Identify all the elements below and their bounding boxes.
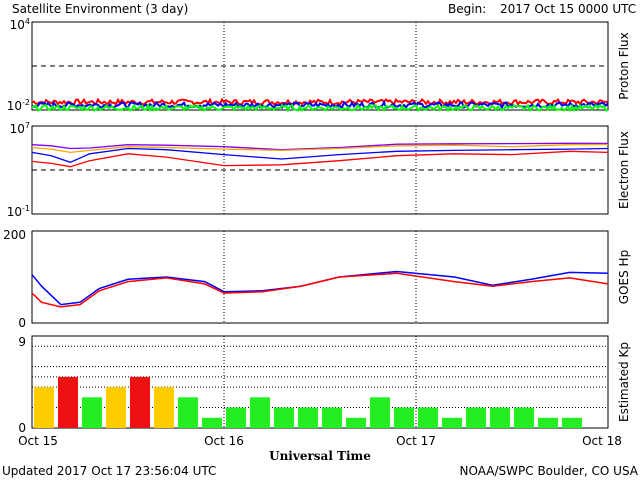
kp-bar xyxy=(274,407,294,428)
kp-bar xyxy=(346,417,366,428)
proton-series-green xyxy=(31,102,608,113)
begin-label: Begin: xyxy=(448,2,486,16)
kp-ytick-bottom: 0 xyxy=(18,421,26,435)
electron-series-orange xyxy=(31,143,609,154)
kp-ylabel: Estimated Kp xyxy=(617,342,631,422)
kp-bar xyxy=(154,387,174,428)
proton-ytick-bottom: 10-2 xyxy=(7,98,30,113)
kp-bar xyxy=(538,417,558,428)
kp-bar xyxy=(418,407,438,428)
proton-ylabel: Proton Flux xyxy=(617,32,631,99)
kp-panel xyxy=(31,335,609,429)
kp-bar xyxy=(466,407,486,428)
kp-bar xyxy=(130,376,150,428)
kp-bar xyxy=(250,397,270,428)
xtick-oct16: Oct 16 xyxy=(204,434,244,448)
kp-bar xyxy=(58,376,78,428)
kp-bar xyxy=(490,407,510,428)
proton-ytick-top: 104 xyxy=(10,17,30,32)
electron-series-purple xyxy=(31,142,609,151)
kp-bar xyxy=(394,407,414,428)
electron-series-red xyxy=(31,150,609,168)
xtick-oct18: Oct 18 xyxy=(582,434,622,448)
kp-bar xyxy=(178,397,198,428)
electron-ylabel: Electron Flux xyxy=(617,131,631,209)
kp-bar xyxy=(442,417,462,428)
proton-series-red xyxy=(31,97,609,107)
updated-timestamp: Updated 2017 Oct 17 23:56:04 UTC xyxy=(2,464,216,478)
goes-hp-panel xyxy=(31,230,609,324)
kp-bar xyxy=(322,407,342,428)
kp-bar xyxy=(202,417,222,428)
kp-bar xyxy=(226,407,246,428)
xtick-oct17: Oct 17 xyxy=(396,434,436,448)
kp-bar xyxy=(106,387,126,428)
electron-ytick-bottom: 10-1 xyxy=(7,204,30,219)
goes-hp-series-red xyxy=(31,272,609,308)
goes-ytick-top: 200 xyxy=(3,228,26,242)
electron-ytick-top: 107 xyxy=(10,121,30,136)
kp-ytick-top: 9 xyxy=(18,335,26,349)
begin-value: 2017 Oct 15 0000 UTC xyxy=(500,2,636,16)
electron-series-blue xyxy=(31,147,609,163)
xtick-oct15: Oct 15 xyxy=(18,434,58,448)
kp-bar xyxy=(298,407,318,428)
kp-bar xyxy=(34,387,54,428)
goes-ytick-bottom: 0 xyxy=(18,316,26,330)
kp-bar xyxy=(82,397,102,428)
goes-hp-series-blue xyxy=(31,270,609,306)
credit-text: NOAA/SWPC Boulder, CO USA xyxy=(460,464,639,478)
goes-hp-ylabel: GOES Hp xyxy=(617,250,631,304)
x-axis-label: Universal Time xyxy=(269,449,371,463)
kp-bar xyxy=(514,407,534,428)
chart-title: Satellite Environment (3 day) xyxy=(12,2,188,16)
kp-bar xyxy=(370,397,390,428)
kp-bar xyxy=(562,417,582,428)
